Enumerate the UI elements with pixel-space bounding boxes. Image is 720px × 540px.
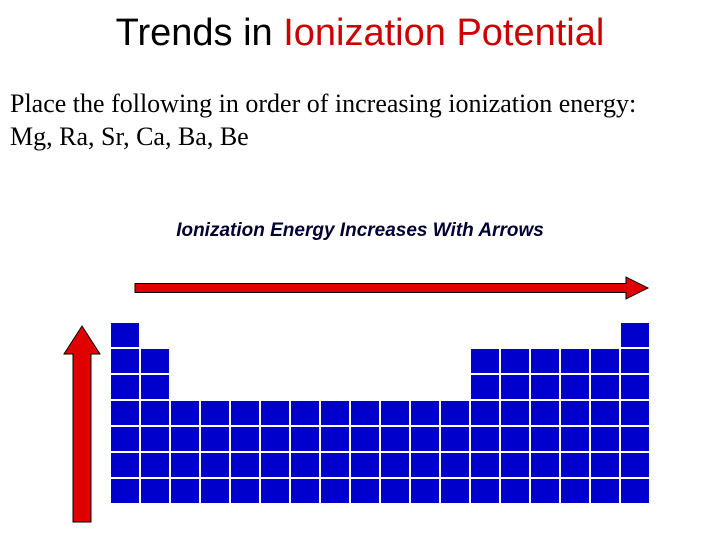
slide-title: Trends in Ionization Potential <box>0 12 720 55</box>
periodic-trend-chart <box>40 250 680 530</box>
chart-title: Ionization Energy Increases With Arrows <box>0 220 720 242</box>
prompt-text: Place the following in order of increasi… <box>10 88 710 153</box>
title-em: Ionization Potential <box>283 12 604 54</box>
prompt-line1: Place the following in order of increasi… <box>10 89 636 118</box>
chart-svg <box>40 250 680 530</box>
prompt-line2: Mg, Ra, Sr, Ca, Ba, Be <box>10 122 249 151</box>
title-pre: Trends in <box>116 12 284 54</box>
